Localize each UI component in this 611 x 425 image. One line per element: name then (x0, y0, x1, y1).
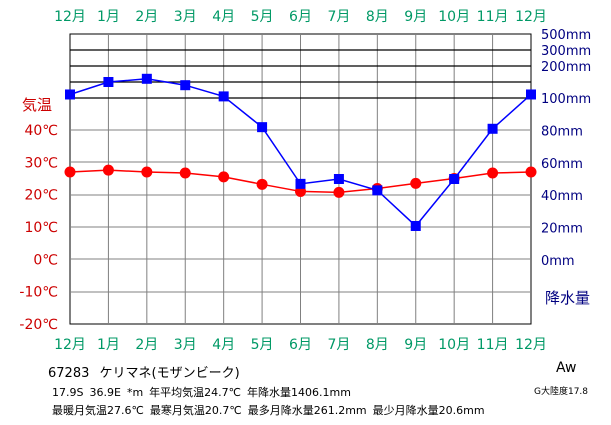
precip-point (180, 80, 191, 91)
precipitation-series (65, 73, 536, 231)
precip-tick-label: 200mm (541, 60, 591, 75)
temp-point (141, 166, 153, 178)
top-month-label: 3月 (174, 9, 197, 25)
annual-mean-temp: 年平均気温24.7℃ (149, 386, 242, 399)
precip-tick-label: 100mm (541, 92, 591, 107)
bottom-month-label: 7月 (327, 337, 350, 353)
precip-point (449, 174, 460, 184)
temp-tick-label: 0℃ (33, 252, 58, 268)
precip-point (103, 77, 114, 87)
annual-precip: 年降水量1406.1mm (247, 386, 351, 399)
latitude: 17.9S (52, 386, 84, 399)
temp-tick-label: -10℃ (19, 285, 58, 301)
longitude: 36.9E (89, 386, 121, 399)
temp-point (410, 177, 422, 189)
bottom-month-label: 8月 (366, 337, 389, 353)
top-month-label: 12月 (54, 9, 86, 25)
wettest-month: 最多月降水量261.2mm (247, 404, 367, 417)
temp-point (179, 167, 191, 179)
temp-tick-label: 30℃ (24, 155, 58, 171)
precip-point (295, 178, 306, 189)
bottom-month-label: 10月 (438, 337, 470, 353)
elevation: *m (126, 386, 144, 399)
bottom-month-label: 2月 (135, 337, 158, 353)
top-month-label: 7月 (327, 9, 350, 25)
top-month-label: 5月 (251, 9, 274, 25)
precip-point (526, 89, 536, 100)
temp-point (102, 164, 114, 176)
bottom-month-labels: 12月 1月 2月 3月 4月 5月 6月 7月 8月 9月 10月 11月 12月 (54, 337, 547, 353)
temp-tick-label: 10℃ (24, 220, 58, 236)
station-name: ケリマネ(モザンビーク) (99, 366, 240, 381)
driest-month: 最少月降水量20.6mm (372, 404, 485, 417)
precip-tick-label: 500mm (541, 28, 591, 43)
precip-point (218, 91, 229, 102)
precip-point (65, 89, 75, 100)
top-month-label: 11月 (477, 9, 509, 25)
temp-point (333, 186, 345, 198)
top-month-label: 8月 (366, 9, 389, 25)
top-month-labels: 12月 1月 2月 3月 4月 5月 6月 7月 8月 9月 10月 11月 12月 (54, 9, 547, 25)
temp-tick-label: -20℃ (19, 317, 58, 333)
chart-grid (69, 33, 532, 325)
precip-tick-label: 300mm (541, 44, 591, 59)
climate-class: Aw (556, 360, 577, 376)
coldest-month: 最寒月気温20.7℃ (149, 404, 242, 417)
temp-point (487, 167, 499, 179)
temp-point (525, 166, 537, 178)
precip-point (487, 123, 498, 134)
bottom-month-label: 4月 (212, 337, 235, 353)
precip-tick-label: 40mm (541, 189, 583, 204)
bottom-month-label: 12月 (515, 337, 547, 353)
warmest-month: 最暖月気温27.6℃ (52, 404, 144, 417)
precip-point (410, 220, 421, 231)
top-month-label: 10月 (438, 9, 470, 25)
station-extremes: 最暖月気温27.6℃ 最寒月気温20.7℃ 最多月降水量261.2mm 最少月降水量2… (52, 402, 491, 418)
precip-axis-title: 降水量 (545, 289, 590, 307)
top-month-label: 12月 (515, 9, 547, 25)
bottom-month-label: 3月 (174, 337, 197, 353)
precip-tick-label: 0mm (541, 254, 575, 269)
station-id: 67283 (48, 366, 90, 381)
station-details: 17.9S 36.9E *m 年平均気温24.7℃ 年降水量1406.1mm (52, 384, 357, 400)
temp-point (218, 171, 230, 183)
precip-point (141, 73, 152, 84)
precip-point (372, 185, 383, 196)
top-month-label: 4月 (212, 9, 235, 25)
top-month-label: 6月 (289, 9, 312, 25)
bottom-month-label: 12月 (54, 337, 86, 353)
bottom-month-label: 5月 (251, 337, 274, 353)
climate-chart: 12月 1月 2月 3月 4月 5月 6月 7月 8月 9月 10月 11月 12月 12月 1月 2月 3月… (19, 9, 591, 353)
top-month-label: 2月 (135, 9, 158, 25)
top-month-label: 9月 (404, 9, 427, 25)
temp-point (64, 166, 76, 178)
temperature-axis: 気温 40℃ 30℃ 20℃ 10℃ 0℃ -10℃ -20℃ (19, 96, 58, 333)
temp-axis-title: 気温 (22, 96, 52, 114)
temp-point (256, 178, 268, 190)
precip-point (333, 174, 344, 184)
bottom-month-label: 6月 (289, 337, 312, 353)
bottom-month-label: 11月 (477, 337, 509, 353)
precip-tick-label: 80mm (541, 124, 583, 139)
bottom-month-label: 1月 (97, 337, 120, 353)
precip-tick-label: 20mm (541, 222, 583, 237)
station-line: 67283 ケリマネ(モザンビーク) (48, 362, 246, 381)
temp-tick-label: 40℃ (24, 123, 58, 139)
precip-tick-label: 60mm (541, 157, 583, 172)
precip-point (257, 122, 268, 133)
top-month-label: 1月 (97, 9, 120, 25)
bottom-month-label: 9月 (404, 337, 427, 353)
temp-tick-label: 20℃ (24, 188, 58, 204)
continentality: G大陸度17.8 (534, 387, 589, 397)
